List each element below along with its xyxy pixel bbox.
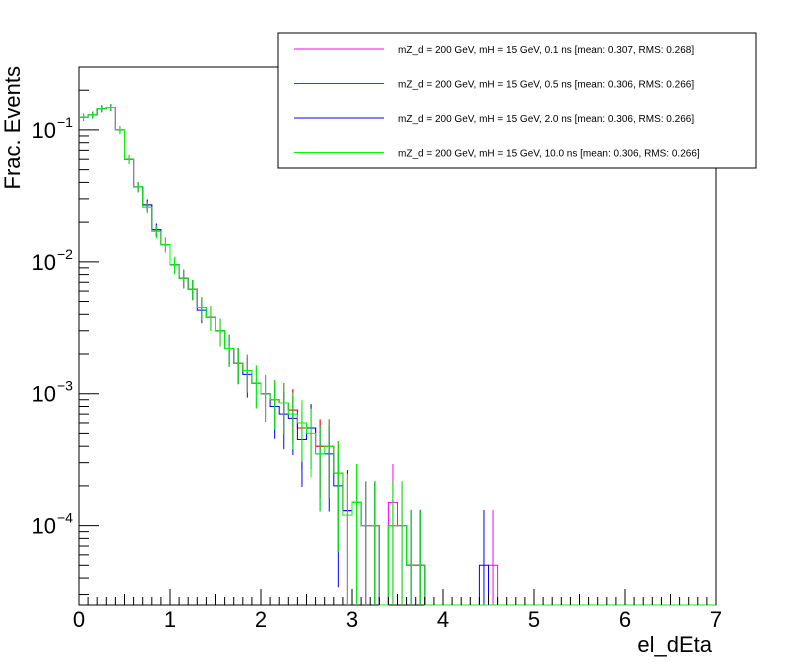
legend-label-1: mZ_d = 200 GeV, mH = 15 GeV, 0.5 ns [mea… bbox=[398, 80, 694, 91]
x-tick-label: 7 bbox=[710, 607, 722, 632]
x-tick-label: 1 bbox=[164, 607, 176, 632]
x-tick-label: 0 bbox=[73, 607, 85, 632]
y-tick-label-base: 10 bbox=[32, 118, 56, 143]
series-1 bbox=[79, 104, 716, 606]
series-0 bbox=[79, 104, 716, 606]
y-tick-label-base: 10 bbox=[32, 514, 56, 539]
series-2 bbox=[79, 104, 716, 606]
x-tick-label: 3 bbox=[346, 607, 358, 632]
y-tick-label-exponent: −3 bbox=[57, 378, 73, 394]
y-tick-label-exponent: −2 bbox=[57, 246, 73, 262]
tick-layer bbox=[78, 89, 717, 605]
x-tick-labels: 0 1 2 3 4 5 6 7 bbox=[73, 607, 722, 632]
series-3 bbox=[79, 104, 716, 606]
series-1-line bbox=[79, 106, 716, 606]
legend-label-3: mZ_d = 200 GeV, mH = 15 GeV, 10.0 ns [me… bbox=[398, 149, 700, 160]
y-tick-label: 10 −3 bbox=[32, 378, 74, 407]
x-axis-title: el_dEta bbox=[637, 632, 712, 657]
y-tick-label-exponent: −4 bbox=[57, 510, 73, 526]
y-tick-label-base: 10 bbox=[32, 250, 56, 275]
legend-label-0: mZ_d = 200 GeV, mH = 15 GeV, 0.1 ns [mea… bbox=[398, 45, 694, 56]
y-tick-labels: 10−110−210−310−4 bbox=[32, 114, 74, 539]
legend-box bbox=[277, 32, 757, 169]
legend-label-2: mZ_d = 200 GeV, mH = 15 GeV, 2.0 ns [mea… bbox=[398, 114, 694, 125]
x-tick-label: 4 bbox=[437, 607, 449, 632]
y-tick-label-exponent: −1 bbox=[57, 114, 73, 130]
y-tick-label: 10 −2 bbox=[32, 246, 74, 275]
x-tick-label: 6 bbox=[619, 607, 631, 632]
y-tick-label-base: 10 bbox=[32, 382, 56, 407]
series-layer bbox=[79, 104, 716, 606]
x-tick-label: 5 bbox=[528, 607, 540, 632]
x-tick-label: 2 bbox=[255, 607, 267, 632]
series-3-line bbox=[79, 106, 716, 606]
legend: mZ_d = 200 GeV, mH = 15 GeV, 0.1 ns [mea… bbox=[277, 32, 757, 169]
y-tick-label: 10 −1 bbox=[32, 114, 74, 143]
y-tick-label: 10 −4 bbox=[32, 510, 74, 539]
series-2-line bbox=[79, 106, 716, 606]
y-axis-title: Frac. Events bbox=[0, 66, 25, 189]
series-0-line bbox=[79, 106, 716, 606]
